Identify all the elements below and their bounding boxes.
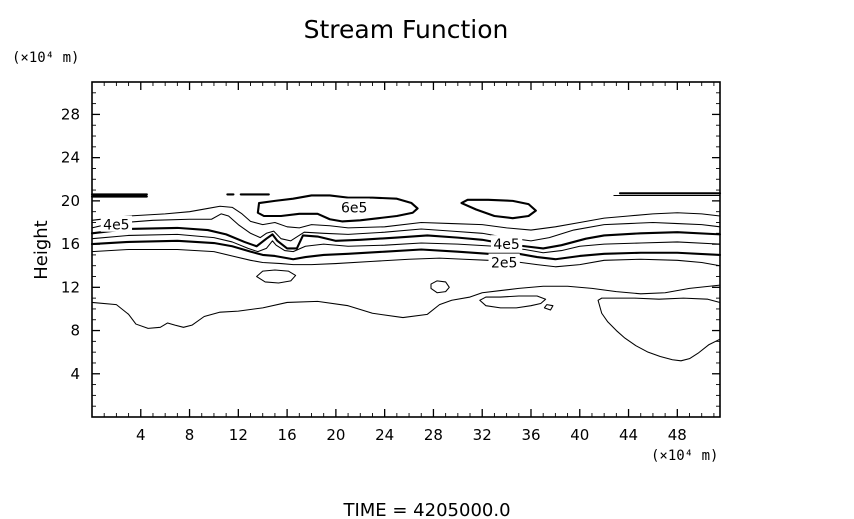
contour-labels: 6e5 4e5 4e5 2e5 <box>100 198 523 272</box>
contour-line-5 <box>256 269 297 284</box>
contour-label-bg-0 <box>338 198 370 215</box>
y-tick-label-6: 28 <box>61 105 80 123</box>
y-tick-label-1: 8 <box>70 322 80 340</box>
y-tick-label-4: 20 <box>61 192 80 210</box>
y-tick-label-3: 16 <box>61 235 80 253</box>
x-tick-label-2: 12 <box>229 426 248 444</box>
x-tick-label-1: 8 <box>185 426 195 444</box>
contour-line-3 <box>543 304 554 311</box>
y-tick-label-2: 12 <box>61 278 80 296</box>
contour-label-2: 4e5 <box>493 237 519 253</box>
x-tick-label-10: 44 <box>619 426 638 444</box>
contour-lines <box>90 192 722 362</box>
contour-label-3: 2e5 <box>491 256 517 272</box>
contour-label-0: 6e5 <box>341 200 367 216</box>
contour-line-13 <box>460 198 537 220</box>
x-tick-label-11: 48 <box>668 426 687 444</box>
contour-line-8 <box>91 233 721 254</box>
x-tick-label-3: 16 <box>278 426 297 444</box>
contour-line-0 <box>91 284 721 329</box>
x-tick-label-6: 28 <box>424 426 443 444</box>
y-tick-label-0: 4 <box>70 365 80 383</box>
x-tick-label-8: 36 <box>521 426 540 444</box>
x-tick-label-9: 40 <box>570 426 589 444</box>
contour-line-2 <box>479 295 547 309</box>
y-axis-label: Height <box>31 220 52 280</box>
contour-line-11 <box>91 205 721 231</box>
y-tick-labels: 4 8 12 16 20 24 28 <box>61 105 80 382</box>
time-footer: TIME = 4205000.0 <box>342 500 510 519</box>
contour-label-1: 4e5 <box>103 218 129 234</box>
y-tick-label-5: 24 <box>61 149 80 167</box>
contour-label-bg-2 <box>490 235 523 252</box>
x-axis-unit: (×10⁴ m) <box>651 448 718 464</box>
contour-line-7 <box>90 239 722 261</box>
y-axis-unit: (×10⁴ m) <box>12 50 79 66</box>
contour-line-10 <box>91 213 721 242</box>
contour-label-bg-3 <box>488 253 520 270</box>
x-tick-labels: 4 8 12 16 20 24 28 32 36 40 44 48 <box>136 426 687 444</box>
contour-line-4 <box>430 280 450 294</box>
x-tick-label-0: 4 <box>136 426 146 444</box>
plot-frame <box>91 81 721 418</box>
contour-line-6 <box>91 248 721 268</box>
contour-line-12 <box>256 194 419 223</box>
contour-line-1 <box>597 297 721 362</box>
x-tick-label-5: 24 <box>375 426 394 444</box>
x-tick-label-7: 32 <box>473 426 492 444</box>
x-tick-label-4: 20 <box>326 426 345 444</box>
contour-line-9 <box>90 226 722 250</box>
contour-label-bg-1 <box>100 215 133 232</box>
chart-title: Stream Function <box>304 15 509 44</box>
